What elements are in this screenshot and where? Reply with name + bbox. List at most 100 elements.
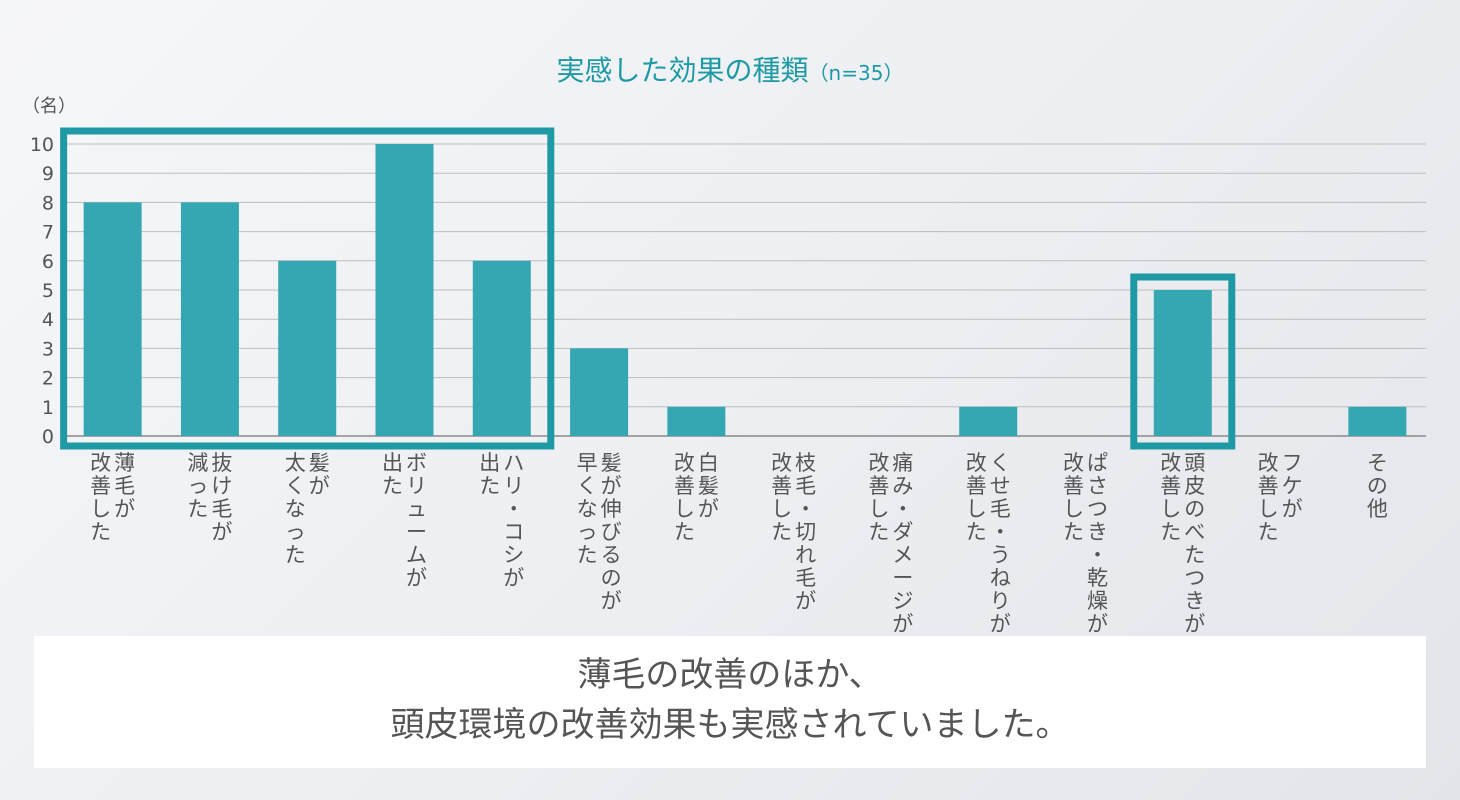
x-label-char: 抜 bbox=[211, 451, 232, 475]
x-label-char: 善 bbox=[674, 474, 695, 498]
x-label-char: つ bbox=[1184, 566, 1205, 590]
x-label-char: く bbox=[285, 474, 306, 498]
bar-11 bbox=[1153, 290, 1212, 436]
y-tick-label-6: 6 bbox=[42, 251, 54, 273]
x-label-char: し bbox=[1063, 497, 1084, 521]
x-label-char: 善 bbox=[868, 474, 889, 498]
x-label-char: れ bbox=[795, 543, 816, 567]
x-label-char: 乾 bbox=[1087, 566, 1108, 590]
x-label-char: き bbox=[1184, 589, 1205, 613]
y-tick-labels: 0 1 2 3 4 5 6 7 8 9 10 bbox=[30, 134, 54, 448]
bar-0 bbox=[83, 202, 142, 436]
x-label-char: た bbox=[382, 474, 403, 498]
x-label-char: 改 bbox=[771, 451, 792, 475]
x-label-char: 出 bbox=[479, 451, 500, 475]
bar-9 bbox=[959, 406, 1018, 436]
gridlines bbox=[63, 143, 1426, 437]
x-label-char: け bbox=[211, 474, 232, 498]
x-label-char: 髪 bbox=[698, 474, 719, 498]
y-tick-label-9: 9 bbox=[42, 163, 54, 185]
x-label-char: が bbox=[795, 589, 816, 613]
x-label-char: 改 bbox=[1258, 451, 1279, 475]
x-label-char: な bbox=[577, 497, 598, 521]
x-label-char: 改 bbox=[1063, 451, 1084, 475]
x-label-char: が bbox=[503, 566, 524, 590]
x-label-char: た bbox=[479, 474, 500, 498]
x-label-char: が bbox=[406, 566, 427, 590]
x-label-char: た bbox=[187, 497, 208, 521]
x-label-char: 枝 bbox=[795, 451, 816, 475]
y-axis-unit-label: （名） bbox=[22, 96, 76, 117]
x-category-labels: 薄毛が改善した抜け毛が減った髪が太くなったボリュームが出たハリ・コシが出た髪が伸… bbox=[90, 451, 1388, 636]
x-label-char: し bbox=[1160, 497, 1181, 521]
x-label-char: リ bbox=[503, 474, 524, 498]
y-tick-label-5: 5 bbox=[42, 280, 54, 302]
x-label-char: 燥 bbox=[1087, 589, 1108, 613]
x-label-char: 善 bbox=[771, 474, 792, 498]
x-label-char: み bbox=[892, 474, 913, 498]
bar-4 bbox=[472, 260, 531, 436]
x-label-char: し bbox=[868, 497, 889, 521]
x-label-char: が bbox=[309, 474, 330, 498]
x-label-char: た bbox=[285, 543, 306, 567]
x-label-char: 毛 bbox=[990, 497, 1011, 521]
x-label-char: つ bbox=[1087, 497, 1108, 521]
x-label-char: た bbox=[90, 520, 111, 544]
bar-2 bbox=[278, 260, 337, 436]
x-label-char: た bbox=[1184, 543, 1205, 567]
x-label-char: メ bbox=[892, 543, 913, 567]
x-label-char: た bbox=[868, 520, 889, 544]
y-tick-label-7: 7 bbox=[42, 222, 54, 244]
x-label-char: 改 bbox=[1160, 451, 1181, 475]
x-label-char: し bbox=[90, 497, 111, 521]
x-label-char: 毛 bbox=[211, 497, 232, 521]
y-tick-label-8: 8 bbox=[42, 192, 54, 214]
x-label-char: た bbox=[1063, 520, 1084, 544]
x-category-label-4: ハリ・コシが 出た bbox=[479, 451, 524, 590]
caption-box: 薄毛の改善のほか、 頭皮環境の改善効果も実感されていました。 bbox=[34, 636, 1426, 768]
x-label-char: リ bbox=[406, 474, 427, 498]
x-label-char: し bbox=[1258, 497, 1279, 521]
x-label-char: が bbox=[1184, 612, 1205, 636]
x-label-char: な bbox=[285, 497, 306, 521]
chart-title: 実感した効果の種類（n=35） bbox=[557, 54, 904, 87]
x-label-char: 毛 bbox=[795, 566, 816, 590]
x-label-char: ・ bbox=[1087, 543, 1108, 567]
x-label-char: 頭 bbox=[1184, 451, 1205, 475]
bar-6 bbox=[667, 406, 726, 436]
x-label-char: 出 bbox=[382, 451, 403, 475]
y-tick-label-1: 1 bbox=[42, 397, 54, 419]
x-label-char: 髪 bbox=[601, 451, 622, 475]
x-label-char: 他 bbox=[1367, 497, 1388, 521]
x-label-char: ダ bbox=[892, 520, 913, 544]
x-label-char: が bbox=[1282, 497, 1303, 521]
caption-line-2: 頭皮環境の改善効果も実感されていました。 bbox=[390, 705, 1070, 745]
x-label-char: さ bbox=[1087, 474, 1108, 498]
x-label-char: た bbox=[577, 543, 598, 567]
caption-line-1: 薄毛の改善のほか、 bbox=[577, 655, 883, 695]
x-label-char: 切 bbox=[795, 520, 816, 544]
highlight-frame-0 bbox=[60, 127, 555, 450]
x-label-char: べ bbox=[1184, 520, 1205, 544]
x-label-char: が bbox=[114, 497, 135, 521]
y-tick-label-4: 4 bbox=[42, 309, 54, 331]
x-label-char: の bbox=[1184, 497, 1205, 521]
x-label-char: っ bbox=[285, 520, 306, 544]
bar-3 bbox=[375, 144, 434, 436]
x-label-char: た bbox=[1258, 520, 1279, 544]
x-label-char: が bbox=[211, 520, 232, 544]
x-label-char: 善 bbox=[966, 474, 987, 498]
x-label-char: 善 bbox=[1063, 474, 1084, 498]
chart-title-note: （n=35） bbox=[809, 61, 904, 85]
x-label-char: 太 bbox=[285, 451, 306, 475]
x-label-char: た bbox=[1160, 520, 1181, 544]
x-label-char: 毛 bbox=[795, 474, 816, 498]
x-label-char: う bbox=[990, 543, 1011, 567]
x-label-char: 早 bbox=[577, 451, 598, 475]
x-label-char: ・ bbox=[503, 497, 524, 521]
x-label-char: 毛 bbox=[114, 474, 135, 498]
